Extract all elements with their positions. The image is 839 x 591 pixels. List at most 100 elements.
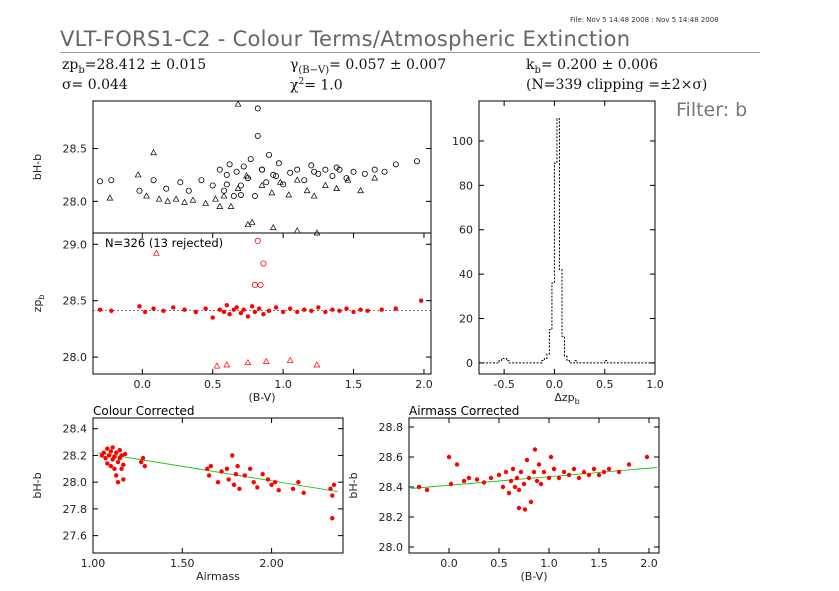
raw-bh-b-data-point bbox=[371, 166, 378, 173]
colour-corrected-data-point bbox=[105, 446, 110, 451]
colour-corrected-data-point bbox=[119, 453, 124, 458]
zp-vs-bv-data-point bbox=[221, 309, 227, 315]
zp-vs-bv-ytick-label: 28.0 bbox=[63, 351, 88, 364]
zp-vs-bv-data-point bbox=[351, 309, 356, 315]
zp-vs-bv-data-point bbox=[379, 307, 384, 312]
raw-bh-b-data-point bbox=[233, 168, 240, 175]
zp-vs-bv-data-point bbox=[213, 362, 221, 369]
gamma-stat: γ(B−V)= 0.057 ± 0.007 bbox=[290, 57, 447, 76]
raw-bh-b-data-point bbox=[413, 158, 420, 165]
airmass-corrected-data-point bbox=[481, 480, 487, 485]
raw-bh-b-data-point bbox=[163, 185, 170, 192]
raw-bh-b-data-point bbox=[254, 132, 261, 139]
raw-bh-b-data-point bbox=[143, 192, 150, 199]
airmass-corrected-ytick-label: 28.8 bbox=[379, 421, 404, 434]
zp-vs-bv-data-point bbox=[316, 305, 321, 310]
zp-vs-bv-xtick-label: 1.5 bbox=[345, 378, 363, 391]
colour-corrected-ytick-label: 28.4 bbox=[63, 423, 88, 436]
airmass-corrected-ylabel: bH-b bbox=[347, 472, 360, 498]
zp-vs-bv-xtick-label: 0.5 bbox=[204, 378, 222, 391]
airmass-corrected-data-point bbox=[496, 472, 502, 478]
raw-bh-b-data-point bbox=[268, 189, 276, 196]
zp-vs-bv-data-point bbox=[171, 305, 176, 310]
zp-vs-bv-ytick-label: 29.0 bbox=[63, 238, 88, 251]
colour-corrected-fit-line bbox=[98, 452, 338, 492]
zp-vs-bv-data-point bbox=[273, 305, 279, 310]
raw-bh-b-data-point bbox=[108, 177, 115, 184]
zp-vs-bv-data-point bbox=[260, 260, 267, 267]
colour-corrected-data-point bbox=[114, 450, 119, 455]
airmass-corrected-data-point bbox=[512, 484, 518, 490]
airmass-corrected-data-point bbox=[546, 475, 552, 481]
colour-corrected-data-point bbox=[290, 486, 296, 492]
zp-vs-bv-xtick-label: 2.0 bbox=[415, 378, 433, 391]
airmass-corrected-frame bbox=[408, 417, 660, 554]
raw-bh-b-data-point bbox=[322, 166, 329, 173]
raw-bh-b-data-point bbox=[303, 187, 311, 194]
zp-vs-bv-data-point bbox=[344, 306, 349, 311]
colour-corrected-frame bbox=[92, 417, 344, 554]
raw-bh-b-data-point bbox=[371, 174, 379, 181]
colour-corrected-ytick-label: 27.8 bbox=[63, 503, 88, 516]
raw-bh-b-data-point bbox=[311, 168, 318, 175]
airmass-corrected-data-point bbox=[503, 469, 509, 475]
zp-vs-bv-annotation: N=326 (13 rejected) bbox=[105, 236, 223, 250]
colour-corrected-title: Colour Corrected bbox=[93, 404, 195, 418]
zp-vs-bv-data-point bbox=[224, 302, 229, 308]
zp-vs-bv-data-point bbox=[151, 306, 156, 311]
colour-corrected-data-point bbox=[106, 453, 112, 458]
colour-corrected-data-point bbox=[330, 493, 335, 498]
airmass-corrected-data-point bbox=[581, 469, 587, 475]
raw-bh-b-data-point bbox=[212, 195, 219, 202]
raw-bh-b-data-point bbox=[269, 224, 277, 231]
airmass-corrected-xtick-label: 2.0 bbox=[640, 557, 658, 570]
zp-vs-bv-xlabel: (B-V) bbox=[249, 391, 276, 404]
colour-corrected-data-point bbox=[224, 466, 230, 471]
airmass-corrected-data-point bbox=[561, 469, 567, 475]
raw-bh-b-data-point bbox=[136, 187, 143, 194]
colour-corrected-data-point bbox=[101, 450, 106, 455]
raw-bh-b-data-point bbox=[230, 193, 237, 200]
raw-bh-b-data-point bbox=[276, 178, 284, 185]
raw-bh-b-ytick-label: 28.0 bbox=[63, 195, 88, 208]
zp-vs-bv-frame bbox=[92, 232, 432, 375]
raw-bh-b-data-point bbox=[172, 195, 180, 202]
airmass-corrected-data-point bbox=[466, 475, 472, 481]
airmass-corrected-data-point bbox=[506, 490, 512, 496]
kb-stat: kb= 0.200 ± 0.006 bbox=[526, 57, 658, 76]
raw-bh-b-data-point bbox=[293, 227, 301, 234]
zp-vs-bv-data-point bbox=[323, 309, 328, 315]
zp-vs-bv-data-point bbox=[241, 307, 246, 312]
airmass-corrected-data-point bbox=[556, 475, 562, 481]
airmass-corrected-data-point bbox=[576, 475, 582, 481]
zp-vs-bv-data-point bbox=[234, 305, 239, 310]
raw-bh-b-data-point bbox=[181, 198, 188, 205]
colour-corrected-data-point bbox=[226, 477, 231, 482]
zp-vs-bv-xtick-label: 0.0 bbox=[134, 378, 152, 391]
zp-vs-bv-data-point bbox=[337, 308, 342, 314]
zp-vs-bv-data-point bbox=[238, 310, 244, 316]
colour-corrected-data-point bbox=[219, 469, 224, 474]
airmass-corrected-data-point bbox=[548, 454, 554, 460]
raw-bh-b-data-point bbox=[155, 195, 163, 202]
airmass-corrected-data-point bbox=[591, 466, 597, 472]
colour-corrected-xtick-label: 1.00 bbox=[81, 557, 106, 570]
zp-vs-bv-data-point bbox=[217, 307, 222, 312]
airmass-corrected-data-point bbox=[516, 505, 522, 511]
airmass-corrected-data-point bbox=[571, 466, 577, 472]
colour-corrected-data-point bbox=[103, 455, 108, 461]
zp-vs-bv-data-point bbox=[266, 308, 272, 314]
colour-corrected-xtick-label: 1.50 bbox=[170, 557, 195, 570]
colour-corrected-data-point bbox=[215, 479, 221, 485]
raw-bh-b-data-point bbox=[234, 184, 242, 191]
airmass-corrected-data-point bbox=[508, 478, 514, 484]
airmass-corrected-ytick-label: 28.4 bbox=[379, 481, 404, 494]
raw-bh-b-data-point bbox=[310, 192, 318, 199]
airmass-corrected-data-point bbox=[448, 481, 454, 487]
raw-bh-b-data-point bbox=[357, 187, 364, 194]
airmass-corrected-data-point bbox=[500, 484, 506, 490]
airmass-corrected-data-point bbox=[536, 462, 542, 467]
airmass-corrected-data-point bbox=[474, 477, 480, 482]
zp-vs-bv-data-point bbox=[182, 307, 187, 312]
